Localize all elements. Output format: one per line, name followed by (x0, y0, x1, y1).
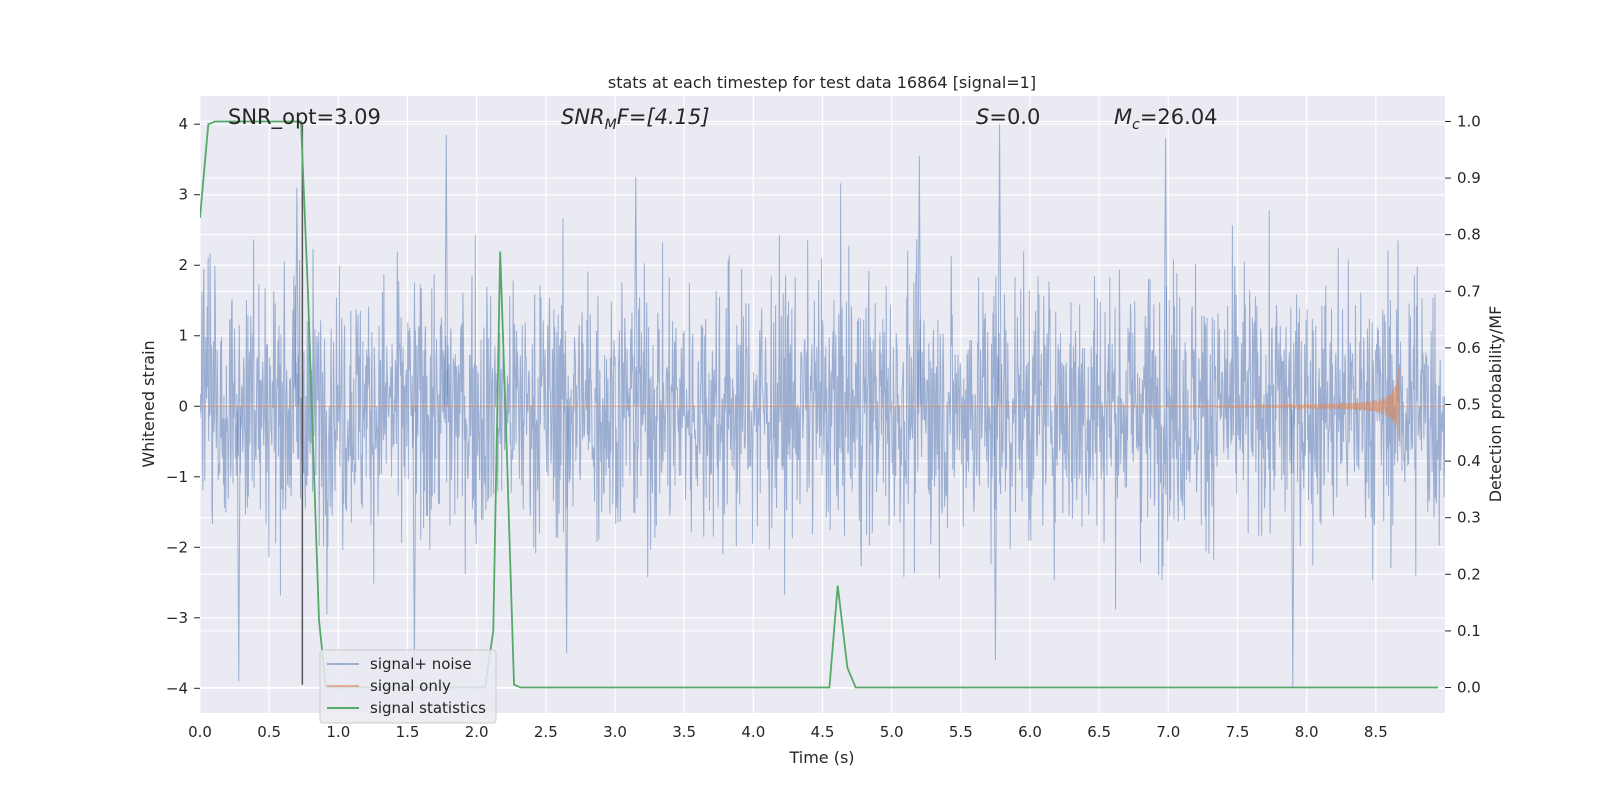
signal-only-trace (822, 368, 1445, 438)
y-tick-label: −3 (166, 609, 188, 627)
x-axis-label: Time (s) (788, 748, 854, 767)
y2-tick-label: 0.6 (1457, 339, 1481, 357)
y2-tick-label: 0.7 (1457, 282, 1481, 300)
y2-tick-label: 0.0 (1457, 679, 1481, 697)
x-tick-label: 0.0 (188, 723, 212, 741)
signal-noise-peak (294, 187, 299, 407)
chart-title: stats at each timestep for test data 168… (608, 73, 1036, 92)
x-tick-label: 6.0 (1018, 723, 1042, 741)
signal-noise-trace (200, 183, 1445, 615)
y-tick-label: −1 (166, 468, 188, 486)
signal-noise-peak (1163, 138, 1168, 407)
x-tick-label: 6.5 (1087, 723, 1111, 741)
y2-tick-label: 0.4 (1457, 452, 1481, 470)
snr-mf-sub: M (605, 117, 617, 133)
annotation-mc: Mc=26.04 (1114, 105, 1218, 133)
x-tick-label: 5.0 (880, 723, 904, 741)
x-tick-label: 4.5 (811, 723, 835, 741)
x-tick-label: 5.5 (949, 723, 973, 741)
legend: signal+ noise signal only signal statist… (319, 649, 497, 724)
y2-tick-label: 0.9 (1457, 169, 1481, 187)
x-tick-label: 3.0 (603, 723, 627, 741)
y-tick-label: 4 (178, 115, 188, 133)
series-signal-statistics (200, 120, 1439, 689)
legend-box (319, 649, 497, 724)
legend-label-signal-noise: signal+ noise (370, 655, 472, 673)
y-tick-label: −4 (166, 679, 188, 697)
signal-noise-peak (917, 155, 922, 407)
annotation-s: S=0.0 (976, 105, 1040, 129)
signal-noise-peak (633, 177, 638, 407)
y-tick-label: 3 (178, 186, 188, 204)
snr-mf-rest: F=[4.15] (617, 105, 710, 129)
y-tick-label: 1 (178, 327, 188, 345)
y-axis-label: Whitened strain (139, 340, 158, 467)
y2-tick-label: 0.2 (1457, 565, 1481, 583)
signal-noise-peak (997, 124, 1002, 407)
ticks: 0.0 0.5 1.0 1.5 2.0 2.5 3.0 3.5 4.0 4.5 5.0 5.5 6.0 6… (166, 112, 1481, 741)
x-tick-label: 3.5 (672, 723, 696, 741)
y-tick-label: 2 (178, 256, 188, 274)
x-tick-label: 1.0 (326, 723, 350, 741)
legend-label-signal-statistics: signal statistics (370, 699, 486, 717)
s-var: S (976, 105, 989, 129)
signal-statistics-line (200, 120, 1439, 689)
annotation-snr-mf: SNRMF=[4.15] (561, 105, 710, 133)
y2-tick-label: 0.8 (1457, 226, 1481, 244)
y-tick-label: −2 (166, 538, 188, 556)
x-tick-label: 8.0 (1295, 723, 1319, 741)
y-tick-label: 0 (178, 397, 188, 415)
mc-var: M (1114, 105, 1132, 129)
mc-sub: c (1132, 117, 1140, 133)
s-rest: =0.0 (989, 105, 1040, 129)
x-tick-label: 0.5 (257, 723, 281, 741)
series-signal-only (200, 368, 1445, 438)
signal-noise-peak (444, 134, 449, 407)
annotation-snr-opt: SNR_opt=3.09 (228, 105, 381, 130)
signal-noise-peak (993, 406, 998, 661)
mc-rest: =26.04 (1140, 105, 1218, 129)
x-tick-label: 7.5 (1226, 723, 1250, 741)
y2-tick-label: 0.3 (1457, 509, 1481, 527)
snr-mf-base: SNR (561, 105, 605, 129)
y2-tick-label: 0.1 (1457, 622, 1481, 640)
legend-label-signal-only: signal only (370, 677, 451, 695)
y2-tick-label: 0.5 (1457, 396, 1481, 414)
y2-axis-label: Detection probability/MF (1486, 306, 1505, 503)
y2-tick-label: 1.0 (1457, 112, 1481, 130)
x-tick-label: 2.5 (534, 723, 558, 741)
x-tick-label: 2.0 (465, 723, 489, 741)
x-tick-label: 8.5 (1364, 723, 1388, 741)
x-tick-label: 1.5 (396, 723, 420, 741)
x-tick-label: 7.0 (1156, 723, 1180, 741)
x-tick-label: 4.0 (741, 723, 765, 741)
